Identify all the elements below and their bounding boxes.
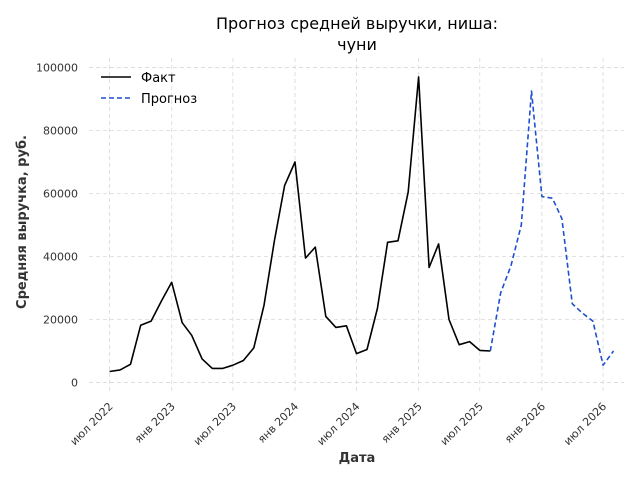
legend-label-forecast: Прогноз: [141, 92, 197, 107]
x-axis-ticks: июл 2022 янв 2023 июл 2023 янв 2024 июл 2024…: [68, 400, 609, 448]
y-tick-label: 100000: [36, 61, 78, 74]
y-axis-ticks: 0 20000 40000 60000 80000 100000: [36, 61, 78, 389]
x-tick-label: янв 2023: [132, 400, 178, 446]
forecast-series-line: [489, 90, 615, 367]
y-tick-label: 60000: [43, 187, 78, 200]
grid: [89, 58, 624, 392]
chart-title: Прогноз средней выручки, ниша: чуни: [216, 14, 498, 54]
x-tick-label: июл 2025: [438, 400, 486, 448]
x-tick-label: янв 2024: [255, 400, 301, 446]
x-tick-label: июл 2026: [561, 400, 609, 448]
legend-label-fact: Факт: [141, 71, 176, 86]
y-tick-label: 20000: [43, 314, 78, 327]
x-tick-label: июл 2023: [191, 400, 239, 448]
x-tick-label: июл 2022: [68, 400, 116, 448]
y-tick-label: 40000: [43, 251, 78, 264]
series-lines: [109, 76, 615, 373]
legend: Факт Прогноз: [101, 71, 197, 107]
y-axis-title: Средняя выручка, руб.: [15, 135, 30, 309]
chart-title-line-2: чуни: [337, 35, 377, 54]
x-tick-label: июл 2024: [315, 400, 363, 448]
chart-title-line-1: Прогноз средней выручки, ниша:: [216, 14, 498, 33]
y-tick-label: 0: [71, 377, 78, 390]
fact-series-line: [109, 76, 491, 373]
y-tick-label: 80000: [43, 124, 78, 137]
x-tick-label: янв 2025: [379, 400, 425, 446]
x-tick-label: янв 2026: [502, 400, 548, 446]
x-axis-title: Дата: [339, 451, 376, 466]
